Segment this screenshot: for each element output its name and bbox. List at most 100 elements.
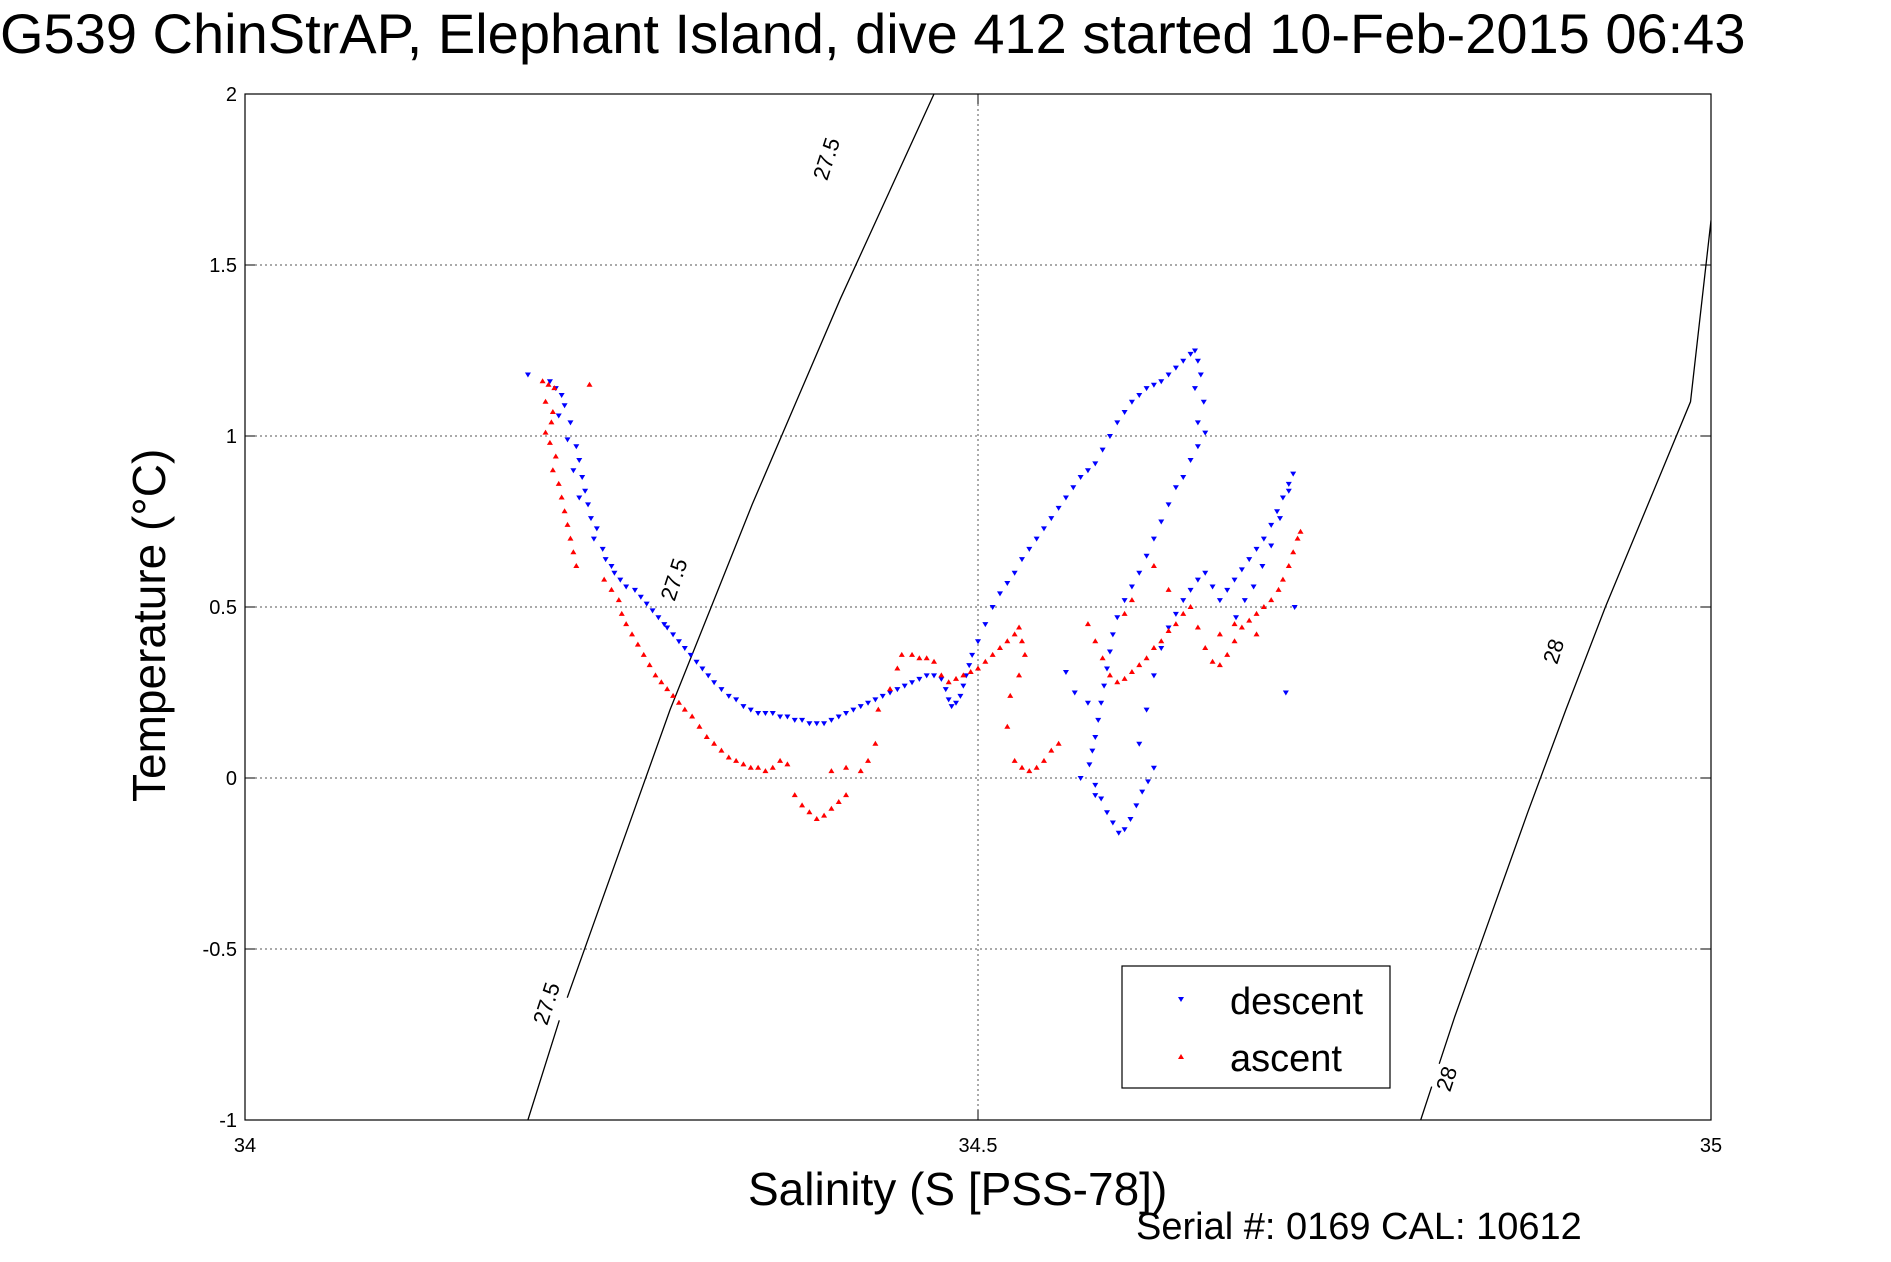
descent-point (1200, 399, 1207, 405)
descent-point (1191, 386, 1198, 392)
descent-point (1180, 358, 1187, 364)
descent-point (1048, 516, 1055, 522)
ascent-point (640, 651, 647, 657)
ascent-point (573, 562, 580, 568)
ascent-point (894, 665, 901, 671)
ascent-point (1279, 576, 1286, 582)
ascent-point (1224, 651, 1231, 657)
ascent-point (1231, 638, 1238, 644)
descent-point (887, 690, 894, 696)
ascent-point (646, 662, 653, 668)
ascent-point (1007, 692, 1014, 698)
descent-point (945, 697, 952, 703)
descent-point (693, 659, 700, 665)
descent-point (1238, 567, 1245, 573)
descent-point (1004, 581, 1011, 587)
ascent-point (539, 378, 546, 384)
ascent-point (548, 419, 555, 425)
descent-point (664, 625, 671, 631)
descent-point (1191, 348, 1198, 354)
descent-point (894, 687, 901, 693)
descent-point (777, 714, 784, 720)
y-tick-label: 0.5 (209, 597, 237, 619)
ascent-point (1285, 562, 1292, 568)
ascent-point (1033, 764, 1040, 770)
descent-point (631, 587, 638, 593)
ascent-point (1121, 610, 1128, 616)
ascent-point (552, 453, 559, 459)
descent-point (1055, 505, 1062, 511)
ascent-point (1194, 624, 1201, 630)
ascent-point (762, 768, 769, 774)
descent-point (1165, 372, 1172, 378)
descent-point (1291, 605, 1298, 610)
descent-point (1026, 546, 1033, 552)
y-tick-label: 0 (226, 768, 237, 790)
legend-label-descent: descent (1230, 981, 1364, 1023)
ascent-point (567, 535, 574, 541)
ascent-point (1294, 535, 1301, 541)
ascent-point (755, 764, 762, 770)
descent-point (558, 392, 565, 398)
descent-point (590, 536, 597, 542)
ascent-point (1231, 621, 1238, 627)
x-tick-label: 35 (1700, 1135, 1722, 1157)
descent-point (1077, 776, 1084, 781)
descent-point (963, 673, 970, 679)
descent-point (1099, 447, 1106, 453)
descent-point (1187, 587, 1194, 593)
ascent-point (953, 675, 960, 681)
descent-point (576, 457, 583, 463)
descent-point (670, 632, 677, 638)
descent-point (835, 714, 842, 720)
ascent-point (938, 672, 945, 678)
ascent-point (1040, 757, 1047, 763)
descent-point (649, 608, 656, 614)
ascent-point (1099, 655, 1106, 661)
descent-point (733, 697, 740, 703)
descent-point (755, 711, 762, 717)
ascent-point (1128, 597, 1135, 603)
descent-point (1089, 748, 1096, 754)
descent-point (1106, 434, 1113, 439)
contour-line-28 (1420, 220, 1711, 1120)
descent-point (1150, 765, 1157, 771)
descent-point (784, 714, 791, 720)
descent-point (1282, 690, 1289, 696)
data-series (524, 348, 1304, 836)
ascent-point (1275, 586, 1282, 592)
descent-point (524, 372, 531, 378)
ascent-point (1106, 672, 1113, 678)
ascent-point (634, 641, 641, 647)
ascent-point (989, 651, 996, 657)
descent-point (1260, 536, 1267, 542)
ascent-point (916, 655, 923, 661)
descent-point (1121, 598, 1128, 604)
ascent-point (1004, 638, 1011, 644)
descent-point (1279, 495, 1286, 501)
descent-point (1259, 563, 1266, 569)
ascent-point (542, 429, 549, 435)
descent-point (1109, 820, 1116, 826)
descent-point (1202, 430, 1209, 436)
ascent-point (806, 809, 813, 815)
descent-point (564, 437, 571, 443)
ascent-point (791, 792, 798, 798)
descent-point (857, 704, 864, 710)
axis-ticks: 34 34.5 35 -1 -0.5 0 0.5 1 1.5 2 (203, 84, 1723, 1157)
descent-point (769, 711, 776, 717)
ascent-point (923, 655, 930, 661)
descent-point (1158, 646, 1165, 652)
descent-point (602, 557, 609, 563)
ascent-point (623, 621, 630, 627)
serial-footnote: Serial #: 0169 CAL: 10612 (1136, 1206, 1582, 1248)
y-tick-label: 2 (226, 84, 237, 106)
contour-label-bg (648, 560, 702, 599)
contour-line-27.5 (527, 94, 935, 1120)
descent-point (1150, 536, 1157, 542)
ascent-point (652, 672, 659, 678)
descent-point (1128, 584, 1135, 590)
ascent-point (615, 597, 622, 603)
ascent-point (975, 665, 981, 671)
descent-point (1104, 666, 1111, 672)
